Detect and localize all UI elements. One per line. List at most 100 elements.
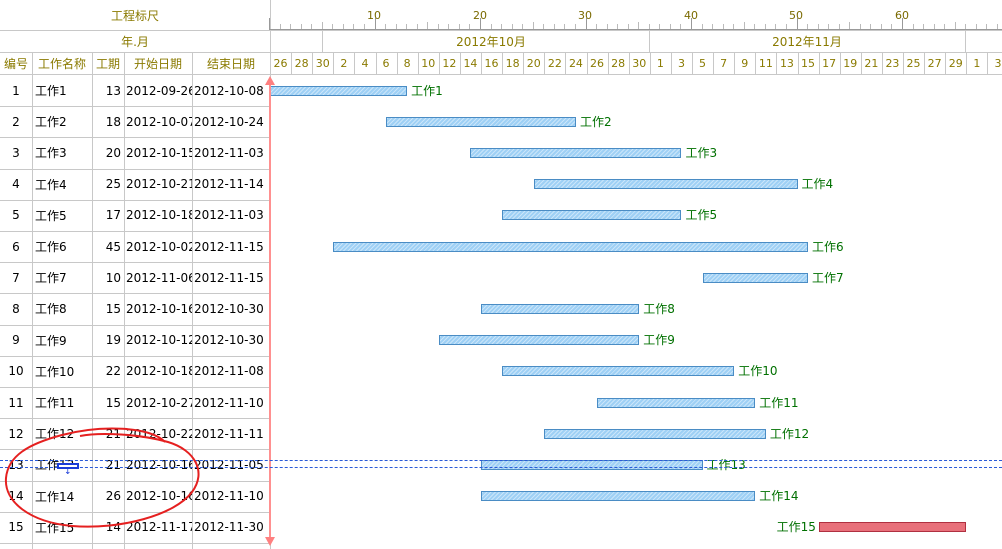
gantt-bar[interactable] — [333, 241, 809, 252]
ruler-tick-mark — [775, 24, 777, 30]
divider — [881, 53, 883, 74]
col-header-id[interactable]: 编号 — [3, 57, 28, 71]
cell-start: 2012-10-16 — [126, 457, 192, 472]
ruler-tick-mark — [691, 18, 692, 30]
divider — [502, 53, 504, 74]
gantt-bar-label: 工作6 — [812, 239, 844, 254]
cell-end: 2012-10-30 — [194, 301, 264, 316]
table-row[interactable]: 15 工作15 14 2012-11-17 2012-11-30 — [0, 512, 270, 543]
cell-start: 2012-10-27 — [126, 395, 192, 410]
table-row[interactable]: 1 工作1 13 2012-09-26 2012-10-08 — [0, 75, 270, 106]
col-header-duration[interactable]: 工期 — [95, 57, 120, 71]
cell-name: 工作2 — [35, 115, 67, 130]
ruler-tick-mark — [870, 24, 872, 30]
ruler-tick-mark — [606, 24, 608, 30]
ruler-tick-mark — [701, 24, 703, 30]
ruler-tick-mark — [923, 24, 925, 30]
gantt-bar-label: 工作7 — [812, 270, 844, 285]
table-row[interactable]: 14 工作14 26 2012-10-16 2012-11-10 — [0, 481, 270, 512]
cell-end: 2012-11-30 — [194, 520, 264, 535]
gantt-bar[interactable] — [818, 522, 967, 533]
divider — [459, 53, 461, 74]
cell-start: 2012-10-02 — [126, 239, 192, 254]
col-header-name[interactable]: 工作名称 — [37, 57, 86, 71]
drag-handle[interactable] — [57, 463, 79, 469]
cell-end: 2012-10-24 — [194, 114, 264, 129]
ruler-tick-mark — [279, 24, 281, 30]
day-label: 26 — [273, 57, 288, 70]
divider — [396, 53, 398, 74]
gantt-bar[interactable] — [502, 210, 682, 221]
day-label: 20 — [526, 57, 541, 70]
day-label: 29 — [948, 57, 963, 70]
divider — [755, 53, 757, 74]
gantt-bar[interactable] — [386, 116, 576, 127]
cell-name: 工作8 — [35, 302, 67, 317]
ruler-tick-mark — [659, 24, 661, 30]
col-header-start[interactable]: 开始日期 — [133, 57, 182, 71]
cell-id: 12 — [8, 426, 24, 441]
divider — [924, 53, 926, 74]
gantt-bar[interactable] — [544, 428, 766, 439]
col-header-end[interactable]: 结束日期 — [206, 57, 255, 71]
ruler-tick-20: 20 — [473, 9, 487, 22]
gantt-bar-label: 工作1 — [411, 83, 443, 98]
gantt-bar[interactable] — [481, 491, 756, 502]
gantt-bar[interactable] — [597, 397, 756, 408]
day-label: 30 — [315, 57, 330, 70]
gantt-bar[interactable] — [533, 179, 798, 190]
divider — [92, 52, 93, 549]
day-label: 17 — [822, 57, 837, 70]
ruler-tick-mark — [849, 22, 851, 30]
gantt-bar[interactable] — [481, 460, 703, 470]
cell-id: 4 — [12, 177, 20, 192]
ruler-tick-mark — [880, 24, 882, 30]
cell-start: 2012-10-18 — [126, 364, 192, 379]
divider — [692, 53, 693, 74]
table-row[interactable]: 7 工作7 10 2012-11-06 2012-11-15 — [0, 262, 270, 293]
gantt-bar[interactable] — [481, 304, 640, 314]
day-label: 13 — [779, 57, 794, 70]
gantt-bar-label: 工作3 — [685, 146, 718, 160]
cell-duration: 19 — [105, 333, 121, 348]
drag-arrow-icon: ↓ — [64, 467, 72, 477]
table-row[interactable]: 10 工作10 22 2012-10-18 2012-11-08 — [0, 356, 270, 387]
ruler-tick-mark — [859, 24, 861, 30]
day-label: 2 — [340, 57, 348, 70]
table-row[interactable]: 11 工作11 15 2012-10-27 2012-11-10 — [0, 387, 270, 418]
divider — [966, 53, 968, 74]
cell-end: 2012-11-05 — [194, 457, 264, 472]
day-label: 6 — [382, 57, 390, 70]
period-title: 年.月 — [121, 34, 149, 49]
divider — [0, 262, 270, 264]
table-row[interactable]: 8 工作8 15 2012-10-16 2012-10-30 — [0, 293, 270, 324]
ruler-tick-mark — [796, 18, 798, 30]
table-row[interactable]: 9 工作9 19 2012-10-12 2012-10-30 — [0, 325, 270, 356]
gantt-bar[interactable] — [470, 148, 682, 158]
divider — [776, 53, 778, 74]
table-row[interactable]: 4 工作4 25 2012-10-21 2012-11-14 — [0, 169, 270, 200]
cell-id: 8 — [12, 301, 20, 316]
table-row[interactable]: 6 工作6 45 2012-10-02 2012-11-15 — [0, 231, 270, 262]
gantt-bar[interactable] — [438, 335, 640, 346]
day-label: 25 — [906, 57, 921, 70]
gantt-bar-label: 工作9 — [643, 333, 675, 348]
today-marker-bottom — [265, 537, 275, 546]
divider — [523, 53, 525, 74]
day-label: 18 — [505, 57, 520, 70]
table-row[interactable]: 3 工作3 20 2012-10-15 2012-11-03 — [0, 137, 270, 168]
ruler-tick-mark — [954, 22, 956, 30]
divider — [903, 53, 904, 74]
ruler-tick-mark — [627, 24, 629, 30]
table-row[interactable]: 2 工作2 18 2012-10-07 2012-10-24 — [0, 106, 270, 137]
divider — [0, 387, 270, 388]
ruler-tick-mark — [902, 18, 903, 30]
ruler-tick-mark — [975, 24, 977, 30]
table-row[interactable]: 5 工作5 17 2012-10-18 2012-11-03 — [0, 200, 270, 231]
gantt-bar[interactable] — [502, 366, 735, 377]
day-label: 21 — [864, 57, 879, 70]
gantt-bar[interactable] — [702, 272, 809, 283]
gantt-bar[interactable] — [270, 85, 408, 96]
cell-duration: 25 — [105, 177, 121, 192]
ruler-tick-mark — [311, 24, 313, 30]
